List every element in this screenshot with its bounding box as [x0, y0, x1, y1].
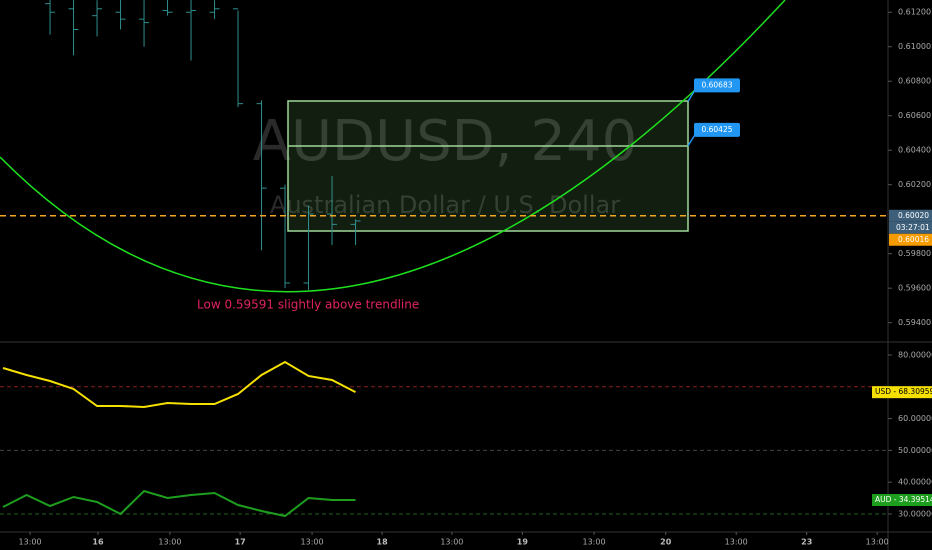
y-tick-label: 0.61000	[898, 42, 931, 51]
countdown-bg	[889, 221, 932, 234]
indicator-tag-label: AUD - 34.39514	[875, 495, 932, 504]
x-tick-label: 17	[235, 538, 246, 547]
y-tick-label: 60.00000	[898, 414, 932, 423]
y-tick-label: 0.60600	[898, 111, 931, 120]
y-tick-label: 0.60800	[898, 77, 931, 86]
bid-label: 0.60016	[898, 235, 929, 244]
indicator-line	[2, 489, 356, 518]
x-tick-label: 23	[801, 538, 812, 547]
range-box	[287, 100, 689, 232]
indicator-tag	[872, 494, 932, 507]
indicator-tag	[872, 386, 932, 399]
y-tick-label: 0.59400	[898, 318, 931, 327]
price-label-box	[694, 78, 740, 93]
y-tick-label: 40.00000	[898, 478, 932, 487]
x-tick-label: 16	[92, 538, 104, 547]
price-label: 0.60683	[701, 80, 732, 89]
y-tick-label: 50.00000	[898, 446, 932, 455]
x-tick-label: 13:00	[19, 538, 42, 547]
x-tick-label: 13:00	[866, 538, 889, 547]
y-tick-label: 0.59800	[898, 249, 931, 258]
annotation: Low 0.59591 slightly above trendline	[197, 298, 419, 312]
last-price-tag	[889, 209, 932, 222]
x-tick-label: 18	[377, 538, 389, 547]
x-tick-label: 13:00	[725, 538, 748, 547]
y-tick-label: 80.00000	[898, 350, 932, 359]
indicator-tag-label: USD - 68.30959	[875, 387, 932, 396]
y-tick-label: 30.00000	[898, 510, 932, 519]
price-label: 0.60425	[701, 125, 732, 134]
x-tick-label: 13:00	[440, 538, 463, 547]
x-tick-label: 20	[660, 538, 672, 547]
price-label-box	[694, 122, 740, 137]
y-tick-label: 0.61200	[898, 8, 931, 17]
x-tick-label: 13:00	[158, 538, 181, 547]
countdown: 03:27:01	[896, 223, 930, 232]
y-tick-label: 0.60200	[898, 180, 931, 189]
indicator-line	[2, 360, 356, 408]
bid-tag	[889, 233, 932, 246]
last-price-label: 0.60020	[898, 211, 929, 220]
x-tick-label: 19	[517, 538, 529, 547]
y-tick-label: 0.60400	[898, 146, 931, 155]
watermark-title: AUDUSD, 240	[253, 109, 638, 174]
trendline-curve	[0, 0, 786, 293]
y-tick-label: 0.59600	[898, 284, 931, 293]
x-tick-label: 13:00	[583, 538, 606, 547]
x-tick-label: 13:00	[301, 538, 324, 547]
